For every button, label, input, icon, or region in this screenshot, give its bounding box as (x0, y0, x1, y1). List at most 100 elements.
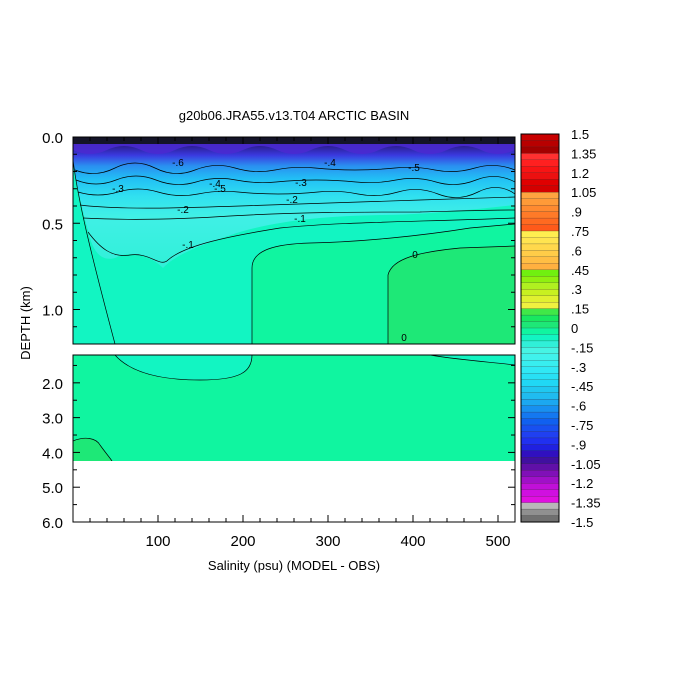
x-tick-label: 100 (145, 533, 170, 550)
colorbar-swatch (520, 360, 560, 368)
colorbar-tick-label: .9 (571, 205, 582, 220)
lower-y-tick-label: 3.0 (42, 411, 63, 428)
colorbar-tick-label: .15 (571, 302, 589, 317)
colorbar-tick-label: -.3 (571, 360, 586, 375)
colorbar-swatch (520, 321, 560, 329)
colorbar-swatch (520, 211, 560, 219)
colorbar-tick-label: 1.2 (571, 166, 589, 181)
colorbar-swatch (520, 140, 560, 148)
colorbar-swatch (520, 444, 560, 452)
colorbar-frame (520, 133, 560, 523)
colorbar-tick-label: 1.05 (571, 185, 596, 200)
colorbar-swatch (520, 470, 560, 478)
colorbar-swatch (520, 133, 560, 141)
colorbar-swatch (520, 289, 560, 297)
upper-y-tick-label: 0.5 (42, 216, 63, 233)
colorbar-swatch (520, 334, 560, 342)
x-tick-label: 400 (400, 533, 425, 550)
colorbar-swatch (520, 243, 560, 251)
colorbar-tick-label: 1.5 (571, 127, 589, 142)
contour-label: -.2 (286, 195, 298, 206)
upper-y-tick-label: 1.0 (42, 303, 63, 320)
colorbar-swatch (520, 476, 560, 484)
colorbar-swatch (520, 489, 560, 497)
colorbar-swatch (520, 450, 560, 458)
contour-label: -.3 (295, 178, 307, 189)
colorbar-swatch (520, 463, 560, 471)
colorbar-tick-label: 1.35 (571, 146, 596, 161)
colorbar-swatch (520, 373, 560, 381)
lower-band-upper-cyan (115, 355, 252, 380)
colorbar-swatch (520, 146, 560, 154)
colorbar-swatch (520, 276, 560, 284)
colorbar-tick-label: -1.35 (571, 496, 601, 511)
colorbar-tick-label: -.15 (571, 340, 593, 355)
colorbar-tick-label: -.9 (571, 437, 586, 452)
colorbar-swatch (520, 405, 560, 413)
colorbar-swatch (520, 502, 560, 510)
colorbar-swatch (520, 437, 560, 445)
colorbar-tick-label: -1.05 (571, 457, 601, 472)
colorbar-swatch (520, 496, 560, 504)
colorbar-swatch (520, 185, 560, 193)
colorbar-tick-label: -.75 (571, 418, 593, 433)
colorbar-tick-label: .45 (571, 263, 589, 278)
colorbar-swatch (520, 172, 560, 180)
contour-label: -.4 (324, 158, 336, 169)
lower-y-tick-label: 2.0 (42, 376, 63, 393)
contour-label: -.5 (408, 163, 420, 174)
colorbar-tick-label: -1.5 (571, 515, 593, 530)
colorbar-swatch (520, 295, 560, 303)
colorbar-swatch (520, 392, 560, 400)
contour-label: 0 (412, 250, 418, 261)
lower-y-tick-label: 6.0 (42, 515, 63, 532)
colorbar-swatch (520, 166, 560, 174)
contour-label: -.3 (112, 184, 124, 195)
contour-label: -.2 (177, 205, 189, 216)
contour-label: -.5 (214, 184, 226, 195)
colorbar-swatch (520, 263, 560, 271)
upper-y-ticks: 0.0 0.5 1.0 (42, 130, 515, 328)
colorbar: 1.5 1.35 1.2 1.05 .9 .75 .6 .45 .3 .15 0 -.15 -.3 -.4… (520, 127, 601, 530)
colorbar-swatch (520, 418, 560, 426)
colorbar-swatch (520, 217, 560, 226)
contour-label: -.4 (209, 179, 221, 190)
colorbar-tick-label: .6 (571, 243, 582, 258)
contour-label: -.1 (294, 214, 306, 225)
colorbar-swatch (520, 159, 560, 167)
colorbar-tick-label: 0 (571, 321, 578, 336)
colorbar-swatch (520, 153, 560, 161)
y-axis-label: DEPTH (km) (18, 286, 33, 360)
lower-contour-lines (73, 355, 515, 461)
colorbar-swatch (520, 198, 560, 206)
colorbar-swatch (520, 205, 560, 213)
upper-wavy-blue (73, 144, 515, 154)
colorbar-swatch (520, 327, 560, 335)
contour-label: 0 (401, 333, 407, 344)
colorbar-swatch (520, 256, 560, 264)
contour-label: -.1 (182, 240, 194, 251)
x-tick-label: 500 (485, 533, 510, 550)
colorbar-swatch (520, 340, 560, 348)
colorbar-swatch (520, 347, 560, 355)
colorbar-swatch (520, 302, 560, 310)
lower-y-tick-label: 4.0 (42, 445, 63, 462)
x-tick-label: 300 (315, 533, 340, 550)
colorbar-swatch (520, 386, 560, 394)
upper-y-tick-label: 0.0 (42, 130, 63, 147)
colorbar-swatch (520, 515, 560, 523)
colorbar-swatch (520, 269, 560, 277)
x-axis-label: Salinity (psu) (MODEL - OBS) (208, 558, 380, 573)
colorbar-swatch (520, 237, 560, 245)
upper-panel (73, 137, 515, 344)
upper-band-left-edge (73, 137, 515, 268)
colorbar-swatch (520, 424, 560, 432)
chart-title: g20b06.JRA55.v13.T04 ARCTIC BASIN (179, 108, 410, 123)
colorbar-swatch (520, 508, 560, 517)
colorbar-swatch (520, 411, 560, 420)
colorbar-swatch (520, 353, 560, 361)
x-ticks: 100 200 300 400 500 (89, 137, 516, 550)
contour-label: -.6 (172, 158, 184, 169)
lower-band-bottom-left (73, 438, 112, 461)
